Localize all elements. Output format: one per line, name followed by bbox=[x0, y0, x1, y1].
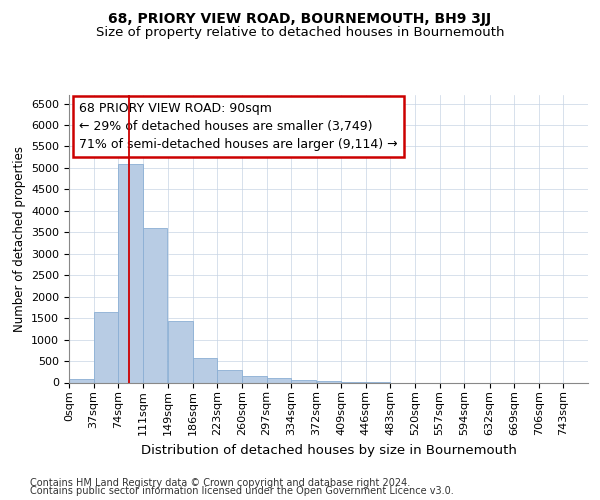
Text: 68 PRIORY VIEW ROAD: 90sqm
← 29% of detached houses are smaller (3,749)
71% of s: 68 PRIORY VIEW ROAD: 90sqm ← 29% of deta… bbox=[79, 102, 398, 151]
Bar bbox=[94, 312, 118, 382]
Text: Contains HM Land Registry data © Crown copyright and database right 2024.: Contains HM Land Registry data © Crown c… bbox=[30, 478, 410, 488]
Bar bbox=[143, 228, 167, 382]
Text: Contains public sector information licensed under the Open Government Licence v3: Contains public sector information licen… bbox=[30, 486, 454, 496]
Bar bbox=[69, 380, 94, 382]
Y-axis label: Number of detached properties: Number of detached properties bbox=[13, 146, 26, 332]
Bar bbox=[217, 370, 242, 382]
Bar bbox=[291, 380, 316, 382]
X-axis label: Distribution of detached houses by size in Bournemouth: Distribution of detached houses by size … bbox=[140, 444, 517, 456]
Text: Size of property relative to detached houses in Bournemouth: Size of property relative to detached ho… bbox=[96, 26, 504, 39]
Bar bbox=[242, 376, 266, 382]
Bar bbox=[266, 378, 291, 382]
Text: 68, PRIORY VIEW ROAD, BOURNEMOUTH, BH9 3JJ: 68, PRIORY VIEW ROAD, BOURNEMOUTH, BH9 3… bbox=[109, 12, 491, 26]
Bar bbox=[193, 358, 217, 382]
Bar bbox=[168, 321, 193, 382]
Bar bbox=[118, 164, 143, 382]
